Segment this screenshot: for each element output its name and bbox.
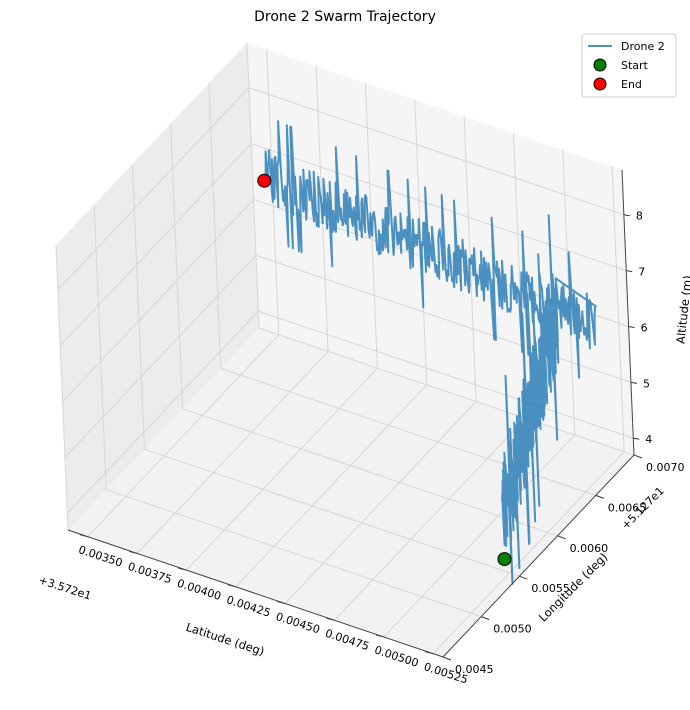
z-tick-mark [623,214,630,217]
y-grid-left-line [55,244,69,531]
y-tick-label: 0.0070 [646,461,685,474]
x-grid-floor-line [186,367,378,571]
z-grid-left-line [59,143,252,346]
y-grid-floor-line [182,408,558,537]
x-tick-label: 0.00350 [77,543,124,569]
x-grid-floor-line [432,451,625,655]
z-axis-line [621,169,635,456]
y-grid-left-line [208,83,222,369]
floor-pane [68,328,634,657]
x-tick-label: 0.00425 [225,593,272,619]
x-grid-back-line [512,133,526,419]
y-tick-mark [519,575,528,580]
y-tick-label: 0.0045 [455,663,494,676]
x-grid-floor-line [334,417,526,621]
x-axis-line [67,529,444,658]
x-grid-floor-line [235,384,428,588]
legend: Drone 2 Start End [581,33,677,98]
y-grid-floor-line [144,448,520,577]
z-axis-label: Altitude (m) [673,275,690,345]
y-grid-left-line [131,164,145,450]
x-tick-label: 0.00375 [126,560,173,586]
y-grid-left-line [246,42,260,329]
markers [257,173,512,567]
z-grid-back-line [251,143,627,272]
y-tick-mark [481,616,490,621]
x-axis-label: Latitude (deg) [184,620,266,659]
z-grid-back-line [258,310,634,439]
x-grid-back-line [611,166,625,452]
z-tick-label: 4 [645,433,652,446]
y-tick-label: 0.0050 [493,623,532,636]
y-tick-mark [442,656,452,661]
start-marker [497,552,512,567]
x-tick-label: 0.00450 [274,610,321,636]
y-tick-mark [557,535,566,540]
z-tick-label: 8 [636,210,643,223]
x-tick-label: 0.00500 [373,643,420,669]
left-pane [56,43,259,530]
z-tick-mark [630,381,638,384]
z-grid-back-line [248,87,625,216]
trajectory-series [263,120,597,585]
y-grid-floor-line [258,327,635,456]
z-tick-label: 7 [638,266,645,279]
y-tick-label: 0.0055 [531,582,570,595]
z-grid-left-line [57,87,250,291]
legend-label-start: Start [621,59,649,72]
z-tick-label: 6 [641,321,648,334]
end-marker [257,173,272,188]
x-grid-floor-line [284,401,477,604]
y-tick-mark [633,454,643,459]
axis-panes [56,43,634,657]
x-grid-floor-line [136,351,329,554]
legend-marker-start [593,58,607,72]
y-grid-left-line [170,123,184,409]
y-tick-label: 0.0065 [608,501,647,514]
legend-marker-end [593,77,607,91]
z-tick-mark [628,325,635,328]
x-tick-label: 0.00475 [324,627,371,653]
chart-title: Drone 2 Swarm Trajectory [254,9,436,25]
y-grid-left-line [93,204,107,490]
x-tick-label: 0.00400 [175,577,222,603]
y-tick-label: 0.0060 [570,542,609,555]
y-grid-floor-line [106,489,482,618]
y-tick-mark [595,494,604,499]
back-pane [247,43,634,455]
z-tick-mark [626,270,633,273]
legend-label-end: End [621,78,642,91]
z-grid-left-line [64,255,257,458]
y-axis-line [442,454,635,658]
drone-2-trajectory-line [263,120,597,585]
z-grid-left-line [66,310,259,514]
z-grid-back-line [255,254,632,383]
z-tick-mark [633,437,640,440]
z-tick-label: 5 [643,377,650,390]
x-grid-floor-line [383,434,576,638]
legend-label-drone-2: Drone 2 [621,40,665,53]
x-grid-floor-line [87,334,280,538]
x-offset-label: +3.572e1 [37,573,93,602]
z-grid-left-line [62,199,254,402]
x-grid-back-line [562,149,576,435]
